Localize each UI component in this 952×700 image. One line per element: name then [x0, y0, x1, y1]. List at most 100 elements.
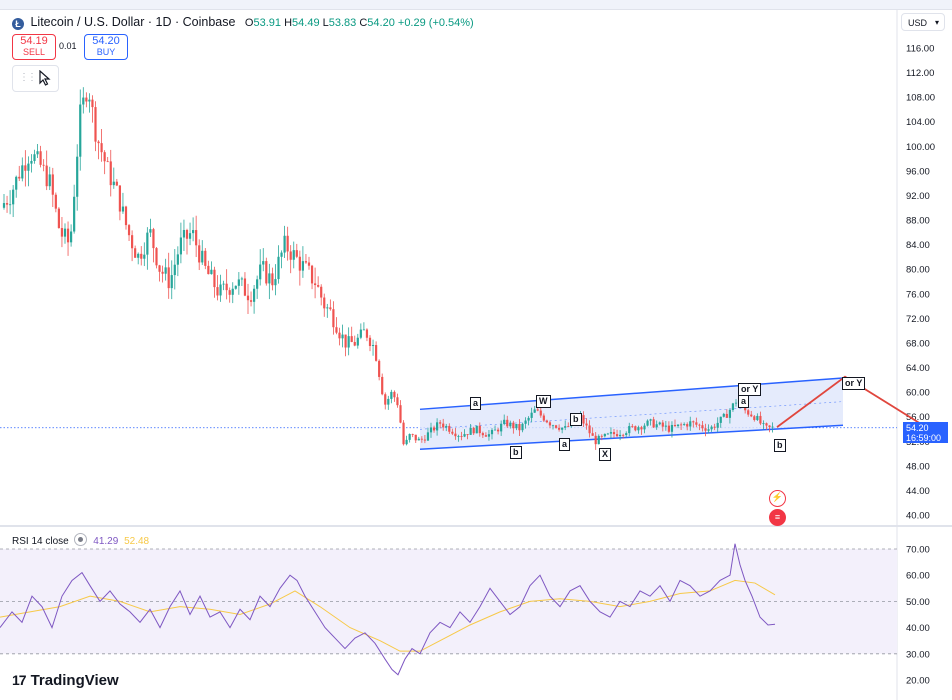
rsi-tick-label: 50.00 — [906, 597, 930, 608]
spread-value: 0.01 — [59, 41, 77, 51]
candle-body — [326, 307, 329, 309]
candle-body — [765, 423, 768, 426]
channel-upper-line — [419, 377, 844, 411]
candle-body — [277, 256, 280, 280]
candle-body — [396, 397, 399, 406]
candle-body — [719, 416, 722, 423]
drag-handle-icon[interactable]: ⋮⋮ — [19, 72, 37, 83]
candle-body — [554, 425, 558, 428]
wave-label[interactable]: or Y — [842, 376, 866, 390]
buy-button[interactable]: 54.20 BUY — [84, 34, 128, 60]
candle-body — [134, 248, 137, 258]
rsi-tick-label: 70.00 — [906, 545, 930, 556]
wave-label[interactable]: a — [738, 395, 750, 409]
litecoin-icon: Ł — [12, 18, 24, 30]
candle-body — [283, 235, 286, 253]
candle-body — [115, 181, 118, 186]
candle-body — [603, 433, 606, 437]
wave-label[interactable]: or Y — [738, 383, 762, 397]
candle-body — [634, 426, 637, 431]
candle-body — [606, 433, 609, 435]
candle-body — [646, 420, 649, 426]
candle-body — [561, 427, 564, 430]
candle-body — [48, 174, 51, 187]
candle-body — [173, 264, 176, 276]
candle-body — [725, 413, 728, 418]
currency-select[interactable]: USD ▾ — [901, 13, 945, 31]
candle-body — [597, 435, 600, 445]
chart-header: Ł Litecoin / U.S. Dollar · 1D · Coinbase… — [12, 15, 474, 30]
candle-body — [588, 425, 591, 434]
candle-body — [521, 423, 524, 431]
wave-label[interactable]: b — [774, 438, 786, 452]
candle-body — [728, 409, 731, 418]
candle-body — [667, 425, 670, 432]
candle-body — [463, 434, 466, 437]
price-tick-label: 72.00 — [906, 314, 930, 325]
tradingview-logo: 17 TradingView — [12, 672, 119, 689]
candle-body — [335, 327, 338, 333]
candle-body — [320, 286, 323, 298]
candle-body — [185, 229, 189, 239]
candle-body — [713, 426, 716, 428]
candle-body — [207, 265, 210, 275]
wave-label[interactable]: b — [510, 446, 522, 460]
cursor-icon[interactable] — [38, 70, 52, 86]
candle-body — [280, 252, 283, 257]
wave-label[interactable]: a — [470, 397, 482, 411]
candle-body — [359, 329, 362, 338]
wave-label[interactable]: a — [559, 438, 571, 452]
candle-body — [60, 228, 64, 237]
candle-body — [558, 427, 561, 430]
candle-body — [301, 261, 304, 271]
candle-body — [295, 250, 298, 257]
candle-body — [451, 431, 454, 434]
candle-body — [79, 104, 82, 157]
lightning-event-icon[interactable]: ⚡ — [769, 490, 786, 507]
visibility-eye-icon[interactable] — [74, 533, 88, 546]
candle-body — [286, 235, 289, 252]
candle-body — [457, 436, 460, 437]
projection-path — [776, 375, 926, 428]
candle-body — [670, 424, 674, 432]
candle-body — [753, 416, 756, 420]
candle-body — [124, 206, 128, 226]
candle-body — [420, 438, 423, 440]
candle-body — [402, 422, 405, 445]
candle-body — [518, 423, 521, 431]
sell-button[interactable]: 54.19 SELL — [12, 34, 56, 60]
candle-body — [612, 432, 616, 435]
rsi-label[interactable]: RSI 14 close — [12, 536, 69, 547]
price-tick-label: 48.00 — [906, 461, 930, 472]
candle-body — [347, 336, 350, 348]
symbol-title[interactable]: Litecoin / U.S. Dollar · 1D · Coinbase — [30, 15, 236, 29]
candle-body — [222, 283, 225, 285]
candle-body — [426, 432, 430, 441]
price-tick-label: 56.00 — [906, 412, 930, 423]
price-tick-label: 112.00 — [906, 68, 934, 79]
wave-label[interactable]: b — [570, 412, 582, 426]
candle-body — [155, 248, 158, 266]
candle-body — [661, 422, 664, 427]
rsi-line — [0, 543, 776, 676]
price-tick-label: 100.00 — [906, 142, 935, 153]
candle-body — [429, 427, 433, 433]
candle-body — [692, 421, 695, 423]
candle-body — [350, 336, 353, 342]
candle-body — [707, 429, 710, 431]
candle-body — [24, 165, 27, 171]
price-tick-label: 44.00 — [906, 486, 930, 497]
candle-body — [231, 288, 234, 295]
candle-body — [622, 434, 625, 436]
wave-label[interactable]: W — [536, 395, 551, 409]
us-flag-event-icon[interactable]: ≡ — [769, 509, 786, 526]
candle-body — [70, 231, 73, 243]
candle-body — [36, 151, 39, 155]
candle-body — [466, 434, 469, 435]
wave-label[interactable]: X — [599, 447, 612, 461]
candle-body — [161, 271, 164, 274]
candle-body — [490, 429, 494, 435]
candle-body — [341, 334, 344, 339]
candle-body — [445, 425, 448, 428]
